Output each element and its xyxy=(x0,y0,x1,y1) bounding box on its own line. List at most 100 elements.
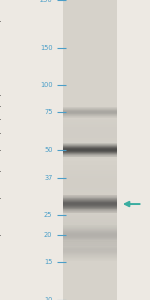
Bar xyxy=(63,241,117,242)
Bar xyxy=(63,247,117,248)
Bar xyxy=(63,197,117,198)
Bar xyxy=(63,212,117,213)
Bar xyxy=(63,233,117,235)
Bar xyxy=(63,235,117,236)
Bar xyxy=(63,196,117,197)
Bar xyxy=(63,243,117,244)
Bar xyxy=(63,207,117,208)
Bar xyxy=(63,242,117,244)
Bar xyxy=(63,195,117,196)
Bar xyxy=(63,231,117,232)
Bar xyxy=(63,243,117,244)
Bar xyxy=(63,240,117,241)
Bar xyxy=(63,230,117,231)
Bar xyxy=(63,161,117,162)
Bar xyxy=(63,151,117,153)
Bar xyxy=(63,165,117,166)
Bar xyxy=(63,225,117,226)
Bar xyxy=(63,203,117,205)
Bar xyxy=(63,241,117,242)
Bar xyxy=(63,141,117,142)
Bar xyxy=(63,173,117,175)
Bar xyxy=(63,168,117,169)
Bar xyxy=(63,244,117,245)
Bar xyxy=(63,151,117,152)
Bar xyxy=(63,114,117,115)
Bar xyxy=(63,232,117,233)
Bar xyxy=(63,227,117,228)
Bar xyxy=(63,209,117,210)
Bar xyxy=(63,237,117,238)
Bar xyxy=(63,206,117,207)
Bar xyxy=(63,153,117,154)
Bar xyxy=(63,129,117,130)
Bar xyxy=(63,115,117,116)
Bar xyxy=(63,218,117,219)
Bar xyxy=(63,196,117,197)
Bar xyxy=(63,260,117,261)
Bar xyxy=(63,119,117,120)
Bar xyxy=(63,135,117,136)
Bar xyxy=(63,210,117,211)
Bar xyxy=(63,148,117,150)
Bar xyxy=(63,250,117,251)
Bar xyxy=(63,183,117,184)
Bar xyxy=(63,136,117,137)
Bar xyxy=(63,245,117,246)
Text: 37: 37 xyxy=(44,175,52,181)
Bar xyxy=(63,156,117,157)
Bar xyxy=(63,213,117,214)
Bar xyxy=(63,213,117,214)
Bar xyxy=(63,134,117,135)
Bar xyxy=(63,116,117,117)
Bar xyxy=(63,227,117,228)
Bar xyxy=(63,123,117,124)
Bar xyxy=(63,256,117,257)
Bar xyxy=(63,117,117,118)
Bar xyxy=(63,118,117,119)
Bar xyxy=(63,244,117,245)
Text: 150: 150 xyxy=(40,45,52,51)
Bar xyxy=(63,126,117,127)
Bar xyxy=(63,220,117,221)
Bar xyxy=(63,149,117,150)
Bar xyxy=(63,212,117,213)
Bar xyxy=(63,200,117,201)
Bar xyxy=(63,208,117,209)
Bar xyxy=(63,125,117,126)
Bar xyxy=(63,203,117,204)
Bar xyxy=(63,209,117,211)
Bar xyxy=(63,145,117,146)
Bar xyxy=(63,155,117,156)
Bar xyxy=(63,154,117,155)
Bar xyxy=(63,208,117,209)
Text: 25: 25 xyxy=(44,212,52,218)
Bar xyxy=(63,140,117,141)
Bar xyxy=(63,214,117,215)
Bar xyxy=(63,237,117,238)
Bar xyxy=(63,210,117,211)
Bar xyxy=(63,169,117,170)
Bar xyxy=(63,144,117,145)
Bar xyxy=(63,241,117,242)
Bar xyxy=(63,188,117,189)
Bar xyxy=(63,202,117,203)
Bar xyxy=(63,166,117,167)
Bar xyxy=(63,182,117,183)
Bar xyxy=(63,176,117,177)
Bar xyxy=(63,200,117,202)
Bar xyxy=(63,238,117,240)
Text: 100: 100 xyxy=(40,82,52,88)
Bar xyxy=(63,248,117,249)
Bar xyxy=(63,137,117,138)
Bar xyxy=(63,162,117,163)
Bar xyxy=(63,247,117,248)
Bar xyxy=(63,254,117,255)
Bar xyxy=(63,189,117,190)
Bar xyxy=(63,124,117,125)
Bar xyxy=(63,177,117,178)
Bar xyxy=(63,131,117,132)
Bar xyxy=(63,239,117,240)
Bar xyxy=(63,199,117,200)
Bar xyxy=(63,146,117,147)
